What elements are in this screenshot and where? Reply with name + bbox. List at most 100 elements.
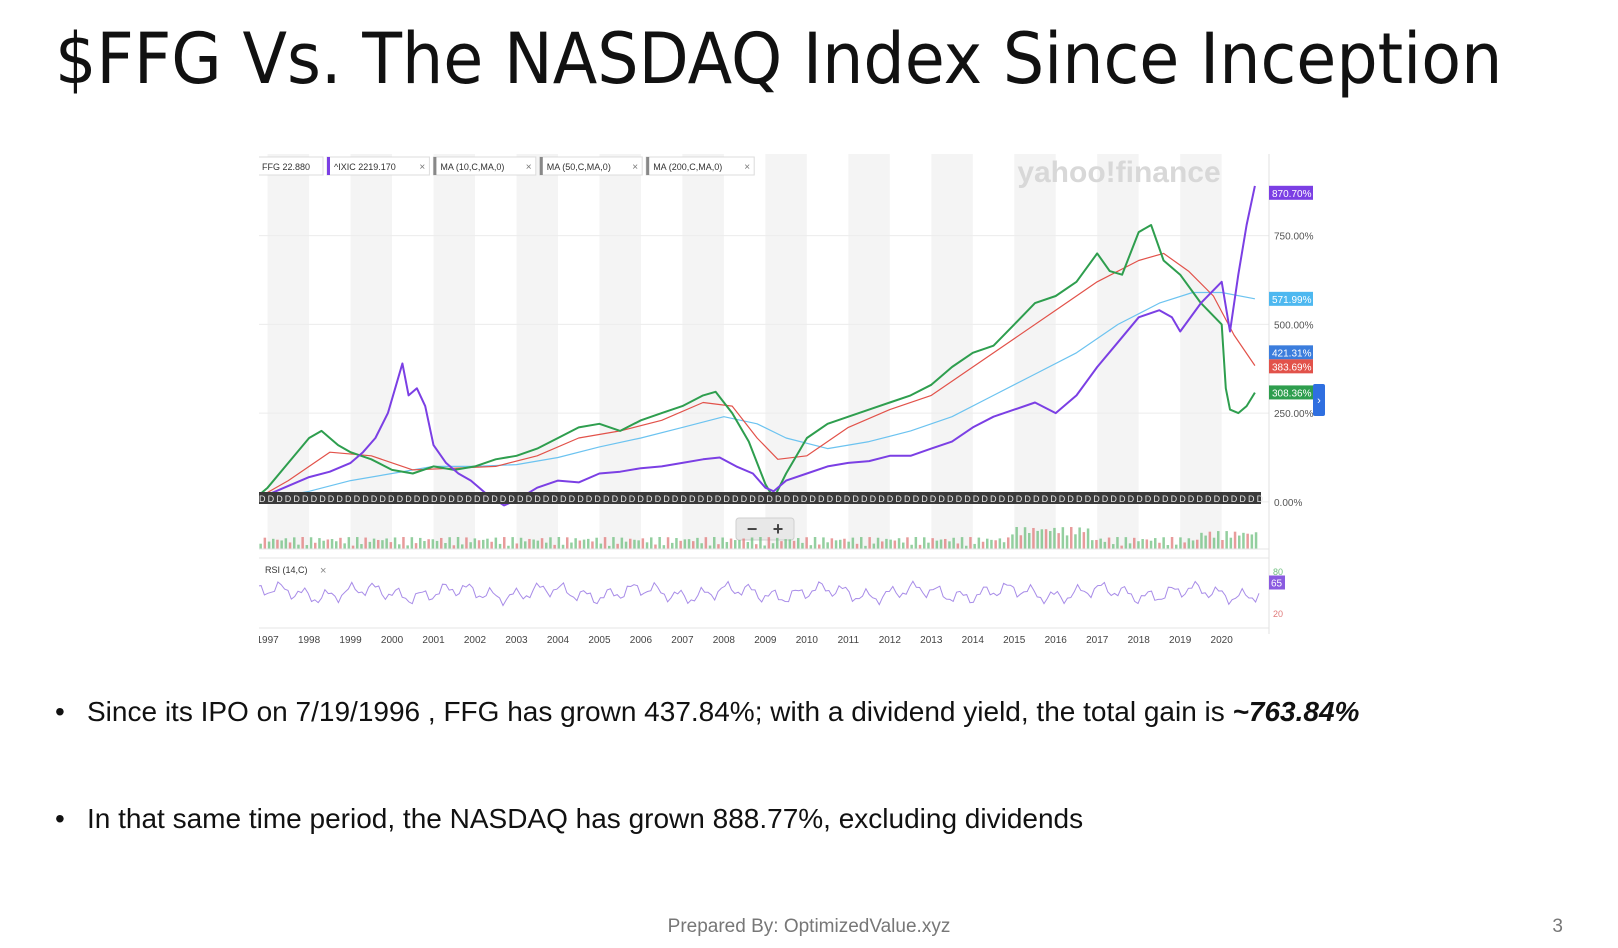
dividend-marker: D	[956, 494, 963, 504]
zoom-control[interactable]: − +	[735, 517, 795, 541]
volume-bar	[259, 543, 262, 549]
dividend-marker: D	[749, 494, 756, 504]
dividend-marker: D	[775, 494, 782, 504]
dividend-marker: D	[655, 494, 662, 504]
dividend-marker: D	[345, 494, 352, 504]
dividend-marker: D	[1239, 494, 1246, 504]
year-band	[516, 154, 558, 549]
volume-bar	[755, 544, 758, 549]
volume-bar	[771, 543, 775, 549]
volume-bar	[687, 539, 691, 549]
volume-bar	[553, 544, 556, 549]
series-line-ma-200-c-ma-0-	[259, 291, 1256, 502]
volume-bar	[1233, 531, 1237, 549]
legend-chip[interactable]: ^IXIC 2219.170 ×	[326, 156, 430, 176]
dividend-marker: D	[904, 494, 911, 504]
volume-bar	[1254, 532, 1258, 549]
legend-chip[interactable]: MA (50,C,MA,0) ×	[539, 156, 643, 176]
volume-bar	[452, 545, 456, 549]
zoom-in-button[interactable]: +	[773, 519, 784, 539]
total-gain-value: ~763.84%	[1232, 696, 1360, 727]
volume-bar	[322, 540, 325, 549]
volume-bar	[847, 541, 850, 549]
dividend-marker: D	[629, 494, 636, 504]
volume-bar	[1225, 531, 1228, 549]
dividend-marker: D	[852, 494, 859, 504]
dividend-marker: D	[964, 494, 971, 504]
volume-bar	[679, 540, 682, 549]
legend-chip-swatch	[646, 157, 650, 175]
volume-bar	[696, 537, 699, 549]
dividend-marker: D	[870, 494, 877, 504]
legend-chip[interactable]: FFG 22.880	[259, 156, 324, 176]
dividend-marker: D	[818, 494, 825, 504]
dividend-marker: D	[259, 494, 266, 504]
dividend-marker: D	[379, 494, 386, 504]
volume-bar	[364, 537, 367, 549]
x-tick-label: 2007	[671, 635, 694, 646]
volume-bar	[423, 541, 426, 549]
legend-chip-swatch	[539, 157, 543, 175]
volume-bar	[389, 542, 393, 549]
dividend-marker: D	[414, 494, 421, 504]
dividend-marker: D	[835, 494, 842, 504]
rsi-line	[259, 580, 1260, 607]
volume-bar	[469, 542, 472, 549]
zoom-out-button[interactable]: −	[747, 519, 758, 539]
x-tick-label: 2000	[381, 635, 404, 646]
dividend-marker: D	[560, 494, 567, 504]
volume-bar	[927, 542, 930, 549]
legend-chip[interactable]: MA (200,C,MA,0) ×	[645, 156, 755, 176]
dividend-marker: D	[448, 494, 455, 504]
dividend-marker: D	[526, 494, 533, 504]
volume-bar	[671, 542, 674, 549]
volume-bar	[1183, 542, 1186, 549]
dividend-marker: D	[706, 494, 713, 504]
series-line-ma-50-c-ma-0-	[259, 252, 1256, 499]
volume-bar	[280, 540, 283, 549]
volume-bar	[1162, 537, 1165, 549]
dividend-marker: D	[680, 494, 687, 504]
last-value-badges: 870.70% 571.99% 421.31% 383.69% 308.36%	[1269, 185, 1313, 400]
volume-bar	[855, 543, 859, 549]
volume-bar	[906, 537, 909, 549]
dividend-marker: D	[758, 494, 765, 504]
dividend-marker: D	[612, 494, 619, 504]
dividend-marker: D	[895, 494, 902, 504]
volume-bar	[658, 537, 661, 549]
dividend-marker: D	[801, 494, 808, 504]
volume-bar	[540, 538, 544, 549]
volume-bar	[343, 543, 346, 549]
volume-bar	[398, 544, 401, 549]
dividend-marker: D	[1145, 494, 1152, 504]
volume-bar	[608, 545, 611, 549]
dividend-marker: D	[723, 494, 730, 504]
dividend-marker: D	[354, 494, 361, 504]
volume-bar	[1196, 539, 1199, 549]
volume-bar	[788, 539, 792, 549]
volume-bar	[402, 537, 405, 549]
volume-bar	[1191, 540, 1195, 549]
volume-bar	[536, 540, 540, 549]
legend-chip[interactable]: MA (10,C,MA,0) ×	[432, 156, 537, 176]
dividend-marker: D	[1085, 494, 1092, 504]
dividend-marker: D	[827, 494, 834, 504]
volume-bar	[876, 537, 880, 549]
volume-bars	[259, 527, 1258, 549]
rsi-badge-label: 65	[1271, 579, 1283, 590]
dividend-marker: D	[732, 494, 739, 504]
scroll-handle[interactable]	[1313, 384, 1325, 416]
volume-bar	[326, 539, 330, 549]
volume-bar	[486, 538, 489, 549]
dividend-marker: D	[371, 494, 378, 504]
volume-bar	[372, 538, 376, 549]
volume-bar	[952, 537, 955, 549]
volume-bar	[356, 537, 359, 549]
volume-bar	[603, 537, 607, 549]
volume-bar	[1015, 527, 1018, 549]
dividend-marker: D	[594, 494, 601, 504]
volume-bar	[1049, 531, 1052, 549]
dividend-marker: D	[1007, 494, 1014, 504]
volume-bar	[1133, 537, 1136, 549]
volume-bar	[683, 539, 687, 549]
